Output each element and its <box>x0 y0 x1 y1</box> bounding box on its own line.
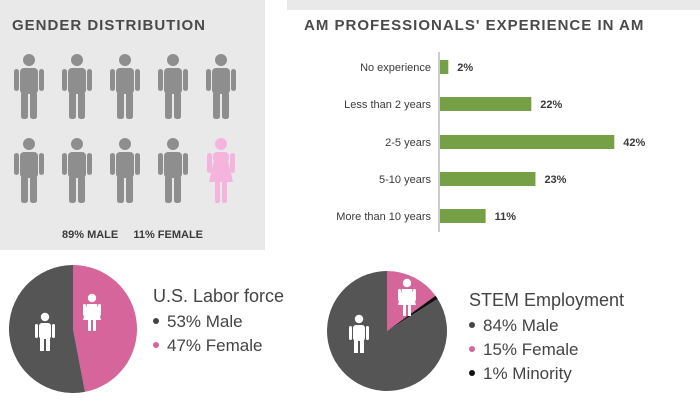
pie-slice-minority <box>387 295 438 331</box>
bar-value-label: 42% <box>623 137 645 149</box>
bar-category-label: More than 10 years <box>336 211 431 223</box>
male-person-icon <box>349 314 369 353</box>
bar-value-label: 22% <box>540 99 562 111</box>
labor-force-pie <box>8 265 137 393</box>
labor-force-legend-male: 53% Male <box>153 312 243 332</box>
experience-panel: AM PROFESSIONALS' EXPERIENCE IN AM No ex… <box>287 0 700 250</box>
bar-category-label: 2-5 years <box>385 137 431 149</box>
stem-employment-pie <box>327 271 447 391</box>
male-person-icon <box>62 54 92 119</box>
bar <box>440 172 536 186</box>
male-person-icon <box>14 54 44 119</box>
bar <box>440 97 532 111</box>
stem-legend-female: 15% Female <box>469 340 578 360</box>
bar <box>440 135 615 149</box>
male-person-icon <box>35 312 55 351</box>
bar-category-label: No experience <box>360 62 431 74</box>
gender-distribution-title: GENDER DISTRIBUTION <box>12 17 207 34</box>
male-person-icon <box>110 54 140 119</box>
experience-bar-chart: No experience 2% Less than 2 years 22% 2-5 y… <box>336 52 646 232</box>
pie-slice-female <box>73 265 137 392</box>
gender-caption: 89% MALE 11% FEMALE <box>0 229 265 241</box>
male-person-icon <box>158 54 188 119</box>
stem-employment-title: STEM Employment <box>469 290 625 310</box>
gender-distribution-panel: GENDER DISTRIBUTION 89% MALE 11% FEMALE <box>0 0 265 250</box>
male-person-icon <box>14 138 44 203</box>
bar-value-label: 2% <box>457 62 473 74</box>
labor-force-block: U.S. Labor force 53% Male 47% Female <box>0 258 300 400</box>
experience-card <box>287 10 700 250</box>
male-person-icon <box>110 138 140 203</box>
bar-value-label: 11% <box>495 211 517 223</box>
experience-chart-title: AM PROFESSIONALS' EXPERIENCE IN AM <box>304 17 645 34</box>
pie-slice-male <box>327 271 447 391</box>
bar-category-label: Less than 2 years <box>344 99 431 111</box>
bar-category-label: 5-10 years <box>379 174 431 186</box>
bar <box>440 209 486 223</box>
female-person-icon <box>207 138 235 203</box>
bar <box>440 60 449 74</box>
male-person-icon <box>62 138 92 203</box>
male-person-icon <box>206 54 236 119</box>
labor-force-title: U.S. Labor force <box>153 286 285 306</box>
male-person-icon <box>158 138 188 203</box>
stem-legend-male: 84% Male <box>469 316 559 336</box>
female-person-icon <box>83 293 101 331</box>
labor-force-legend-female: 47% Female <box>153 336 262 356</box>
female-person-icon <box>398 278 416 316</box>
stem-legend-minority: 1% Minority <box>469 364 572 384</box>
stem-employment-block: STEM Employment 84% Male 15% Female 1% M… <box>318 258 700 400</box>
female-percent-label: 11% FEMALE <box>133 229 203 241</box>
bar-value-label: 23% <box>544 174 566 186</box>
male-percent-label: 89% MALE <box>62 229 119 241</box>
